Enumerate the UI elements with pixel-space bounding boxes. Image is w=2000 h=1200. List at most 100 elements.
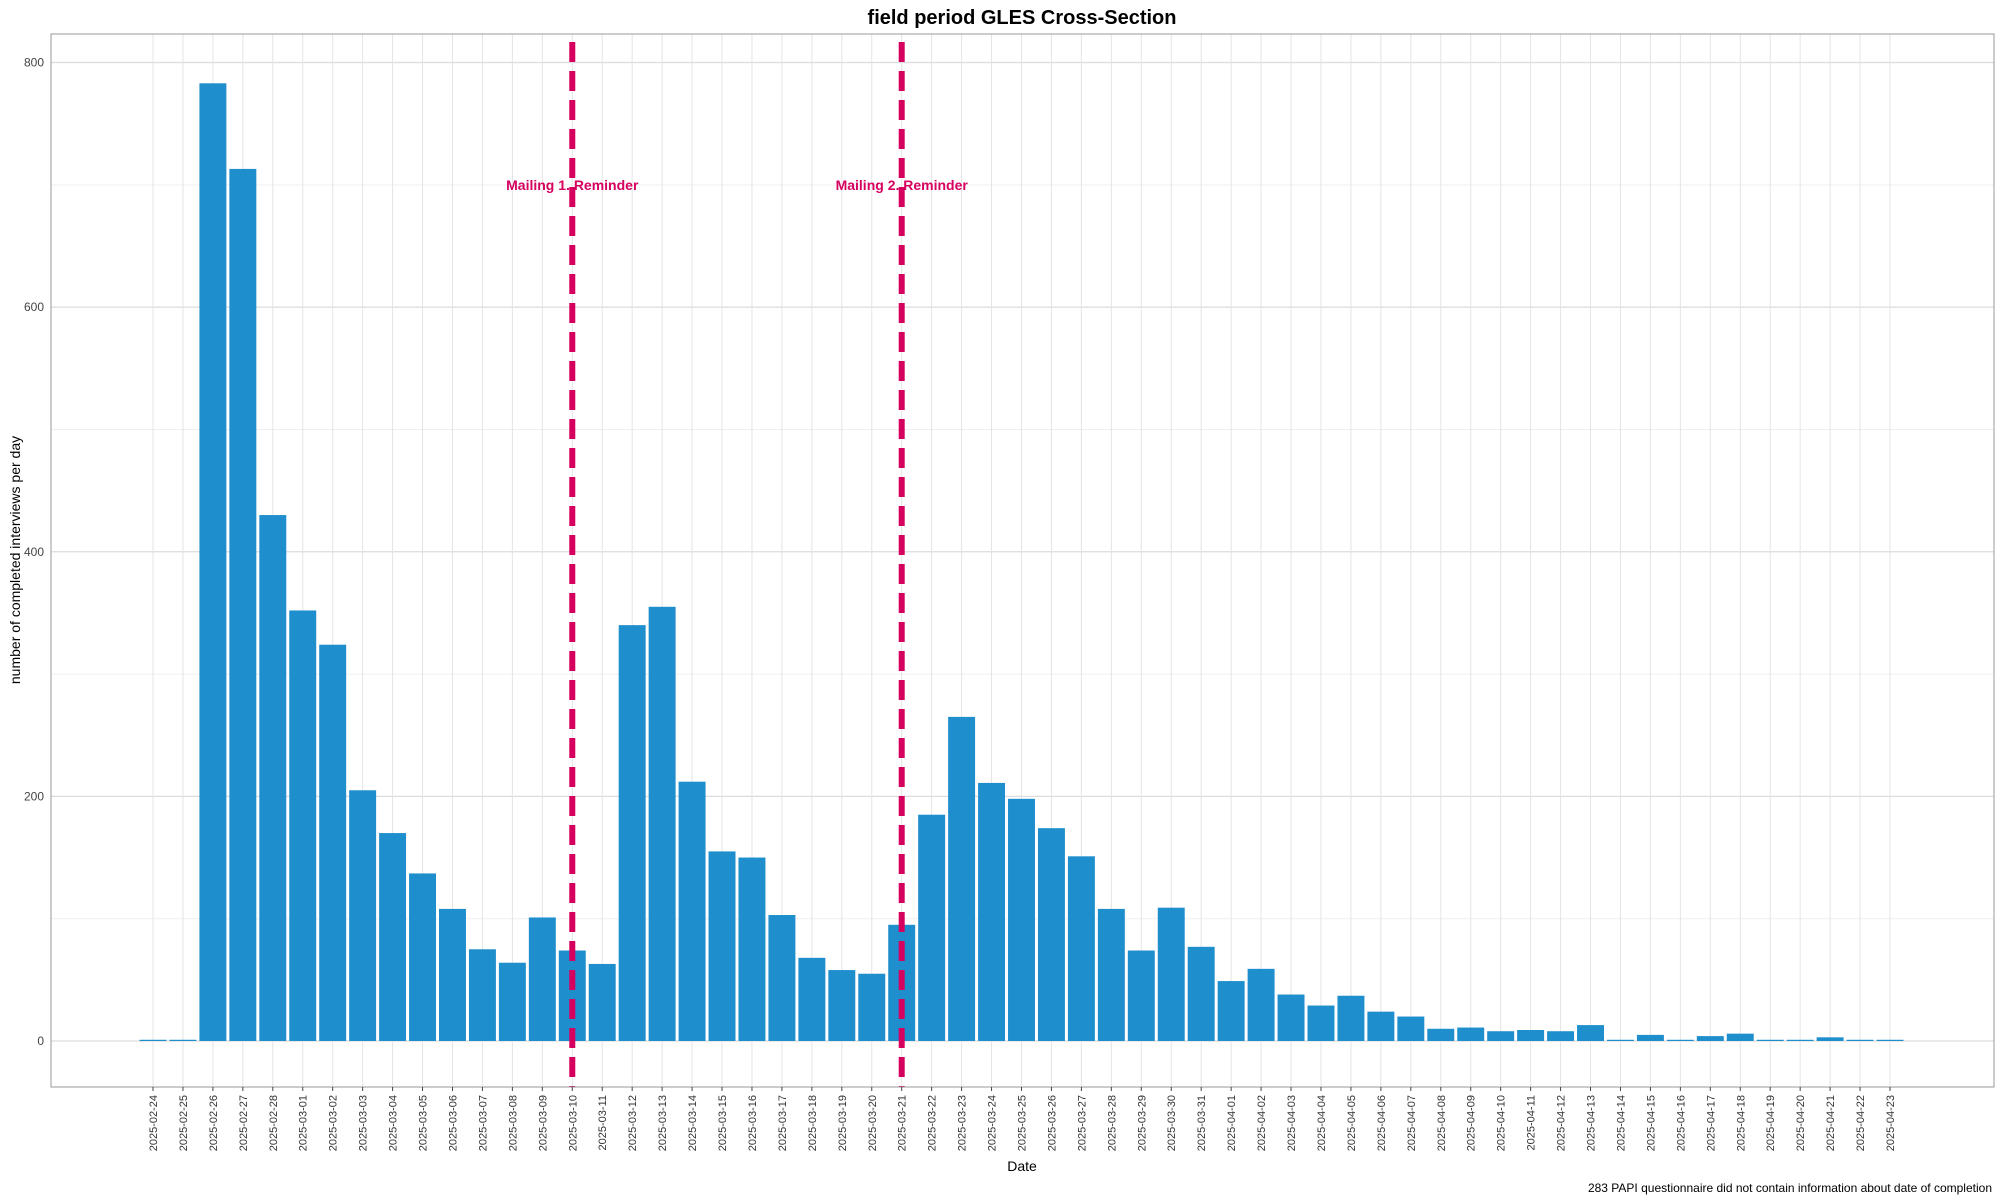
bar-2025-03-31: [1187, 946, 1215, 1041]
bar-2025-03-04: [379, 833, 407, 1041]
reminder-label: Mailing 2. Reminder: [836, 177, 969, 193]
x-tick-label: 2025-03-21: [897, 1095, 909, 1151]
bar-2025-03-28: [1097, 908, 1125, 1041]
bars: [139, 83, 1904, 1042]
x-tick-label: 2025-03-30: [1166, 1095, 1178, 1151]
x-tick-label: 2025-03-10: [567, 1095, 579, 1151]
bar-2025-04-05: [1337, 995, 1365, 1041]
x-tick-label: 2025-02-24: [148, 1095, 160, 1151]
bar-2025-04-03: [1277, 994, 1305, 1041]
x-tick-label: 2025-04-08: [1436, 1095, 1448, 1151]
x-tick-label: 2025-04-23: [1885, 1095, 1897, 1151]
bar-2025-04-14: [1606, 1039, 1634, 1041]
bar-2025-03-19: [828, 970, 856, 1041]
x-tick-label: 2025-03-26: [1046, 1095, 1058, 1151]
reminder-lines: Mailing 1. Reminder Mailing 2. Reminder: [506, 42, 968, 1087]
x-tick-label: 2025-03-27: [1076, 1095, 1088, 1151]
bar-2025-04-18: [1726, 1033, 1754, 1041]
x-tick-label: 2025-03-05: [418, 1095, 430, 1151]
bar-2025-04-01: [1217, 981, 1245, 1041]
x-tick-label: 2025-04-19: [1765, 1095, 1777, 1151]
x-tick-label: 2025-03-13: [657, 1095, 669, 1151]
x-axis: 2025-02-24 2025-02-25 2025-02-26 2025-02-27…: [148, 1087, 1897, 1151]
x-tick-label: 2025-03-06: [447, 1095, 459, 1151]
x-tick-label: 2025-03-31: [1196, 1095, 1208, 1151]
bar-2025-03-20: [858, 973, 886, 1041]
bar-2025-02-26: [199, 83, 227, 1042]
bar-2025-03-29: [1127, 950, 1155, 1041]
x-tick-label: 2025-04-14: [1615, 1095, 1627, 1151]
bar-2025-04-04: [1307, 1005, 1335, 1041]
caption: 283 PAPI questionnaire did not contain i…: [1588, 1181, 1992, 1195]
x-tick-label: 2025-03-11: [597, 1095, 609, 1150]
bar-2025-03-14: [678, 781, 706, 1041]
x-tick-label: 2025-03-04: [388, 1095, 400, 1151]
y-tick-label: 0: [37, 1034, 44, 1048]
bar-2025-04-07: [1397, 1016, 1425, 1041]
bar-2025-03-08: [498, 962, 526, 1041]
x-tick-label: 2025-03-02: [328, 1095, 340, 1151]
x-tick-label: 2025-03-25: [1017, 1095, 1029, 1151]
bar-2025-03-30: [1157, 907, 1185, 1041]
x-tick-label: 2025-04-13: [1586, 1095, 1598, 1151]
x-tick-label: 2025-03-17: [777, 1095, 789, 1151]
bar-2025-04-20: [1786, 1039, 1814, 1041]
x-tick-label: 2025-04-01: [1226, 1095, 1238, 1151]
bar-2025-03-18: [798, 957, 826, 1041]
bar-2025-04-19: [1756, 1039, 1784, 1041]
x-tick-label: 2025-03-14: [687, 1095, 699, 1151]
x-tick-label: 2025-02-28: [268, 1095, 280, 1151]
y-axis-title: number of completed interviews per day: [7, 436, 23, 684]
bar-2025-04-10: [1487, 1031, 1515, 1041]
x-tick-label: 2025-03-19: [837, 1095, 849, 1151]
y-tick-label: 200: [24, 789, 44, 803]
bar-2025-03-13: [648, 606, 676, 1041]
bar-2025-03-06: [439, 908, 466, 1041]
x-tick-label: 2025-04-04: [1316, 1095, 1328, 1151]
x-tick-label: 2025-03-07: [477, 1095, 489, 1151]
bar-2025-02-24: [139, 1039, 167, 1041]
bar-2025-03-15: [708, 851, 736, 1041]
x-tick-label: 2025-03-24: [987, 1095, 999, 1151]
x-tick-label: 2025-03-15: [717, 1095, 729, 1151]
x-tick-label: 2025-03-18: [807, 1095, 819, 1151]
x-tick-label: 2025-04-16: [1675, 1095, 1687, 1151]
x-tick-label: 2025-03-01: [298, 1095, 310, 1151]
x-tick-label: 2025-04-02: [1256, 1095, 1268, 1151]
bar-2025-03-23: [948, 716, 976, 1041]
bar-2025-04-09: [1457, 1027, 1485, 1041]
x-tick-label: 2025-03-03: [358, 1095, 370, 1151]
bar-2025-03-09: [528, 917, 556, 1041]
x-tick-label: 2025-03-09: [537, 1095, 549, 1151]
bar-2025-04-06: [1367, 1011, 1395, 1041]
x-tick-label: 2025-04-09: [1466, 1095, 1478, 1151]
x-tick-label: 2025-04-05: [1346, 1095, 1358, 1151]
bar-2025-04-15: [1636, 1034, 1664, 1041]
bar-2025-02-27: [229, 168, 257, 1042]
x-tick-label: 2025-04-06: [1376, 1095, 1388, 1151]
bar-2025-03-05: [409, 873, 437, 1041]
bar-2025-04-12: [1547, 1031, 1575, 1041]
bar-2025-03-25: [1008, 798, 1035, 1041]
bar-2025-03-22: [918, 814, 946, 1041]
x-tick-label: 2025-04-11: [1526, 1095, 1538, 1150]
x-tick-label: 2025-04-12: [1556, 1095, 1568, 1151]
x-axis-title: Date: [1007, 1158, 1037, 1174]
bar-2025-04-02: [1247, 968, 1275, 1041]
x-tick-label: 2025-03-08: [507, 1095, 519, 1151]
y-axis: 0 200 400 600 800: [24, 56, 44, 1049]
reminder-label: Mailing 1. Reminder: [506, 177, 639, 193]
y-tick-label: 600: [24, 300, 44, 314]
x-tick-label: 2025-02-26: [208, 1095, 220, 1151]
x-tick-label: 2025-02-27: [238, 1095, 250, 1151]
bar-2025-04-23: [1876, 1039, 1904, 1041]
bar-2025-03-11: [588, 963, 616, 1041]
bar-2025-02-28: [259, 515, 287, 1041]
bar-2025-04-22: [1846, 1039, 1874, 1041]
bar-2025-03-16: [738, 857, 766, 1041]
y-tick-label: 400: [24, 545, 44, 559]
x-tick-label: 2025-03-16: [747, 1095, 759, 1151]
x-tick-label: 2025-04-07: [1406, 1095, 1418, 1151]
x-tick-label: 2025-03-22: [927, 1095, 939, 1151]
